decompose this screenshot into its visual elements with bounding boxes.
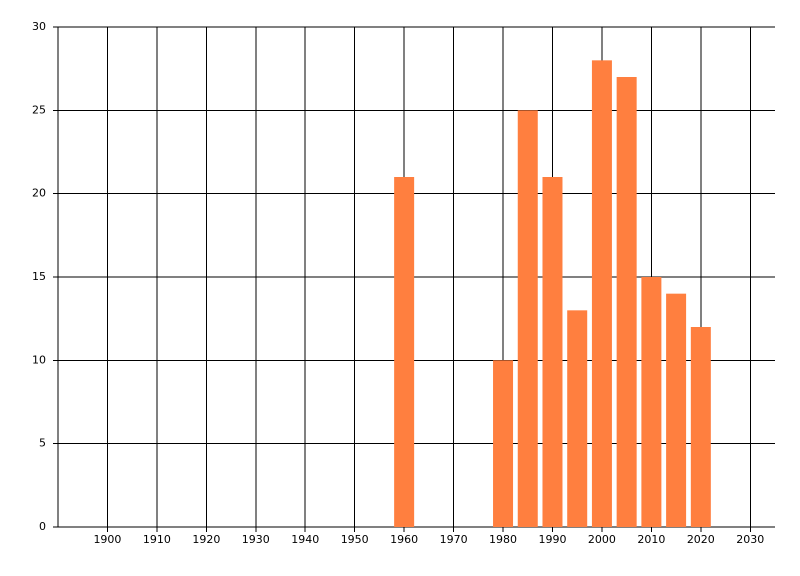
x-tick-label: 1970 — [440, 533, 468, 546]
bar — [394, 177, 415, 527]
x-tick-label: 2000 — [588, 533, 616, 546]
y-tick-label: 30 — [32, 20, 46, 33]
x-tick-label: 1960 — [390, 533, 418, 546]
bar — [493, 360, 514, 527]
y-tick-label: 15 — [32, 270, 46, 283]
y-tick-label: 20 — [32, 187, 46, 200]
y-tick-label: 0 — [39, 520, 46, 533]
bar — [616, 77, 637, 527]
y-tick-label: 10 — [32, 353, 46, 366]
x-tick-label: 2010 — [637, 533, 665, 546]
x-tick-label: 1920 — [192, 533, 220, 546]
x-tick-label: 1940 — [291, 533, 319, 546]
x-tick-label: 1980 — [489, 533, 517, 546]
x-tick-label: 1930 — [242, 533, 270, 546]
bar — [690, 327, 711, 527]
bar — [567, 310, 588, 527]
bar — [666, 293, 687, 527]
bar — [517, 110, 538, 527]
x-tick-label: 1910 — [143, 533, 171, 546]
bar — [542, 177, 563, 527]
bar — [641, 277, 662, 527]
bar — [591, 60, 612, 527]
x-tick-label: 1900 — [93, 533, 121, 546]
x-tick-label: 2030 — [736, 533, 764, 546]
x-tick-label: 2020 — [687, 533, 715, 546]
x-tick-label: 1990 — [538, 533, 566, 546]
y-tick-label: 5 — [39, 437, 46, 450]
x-tick-label: 1950 — [341, 533, 369, 546]
y-tick-label: 25 — [32, 103, 46, 116]
